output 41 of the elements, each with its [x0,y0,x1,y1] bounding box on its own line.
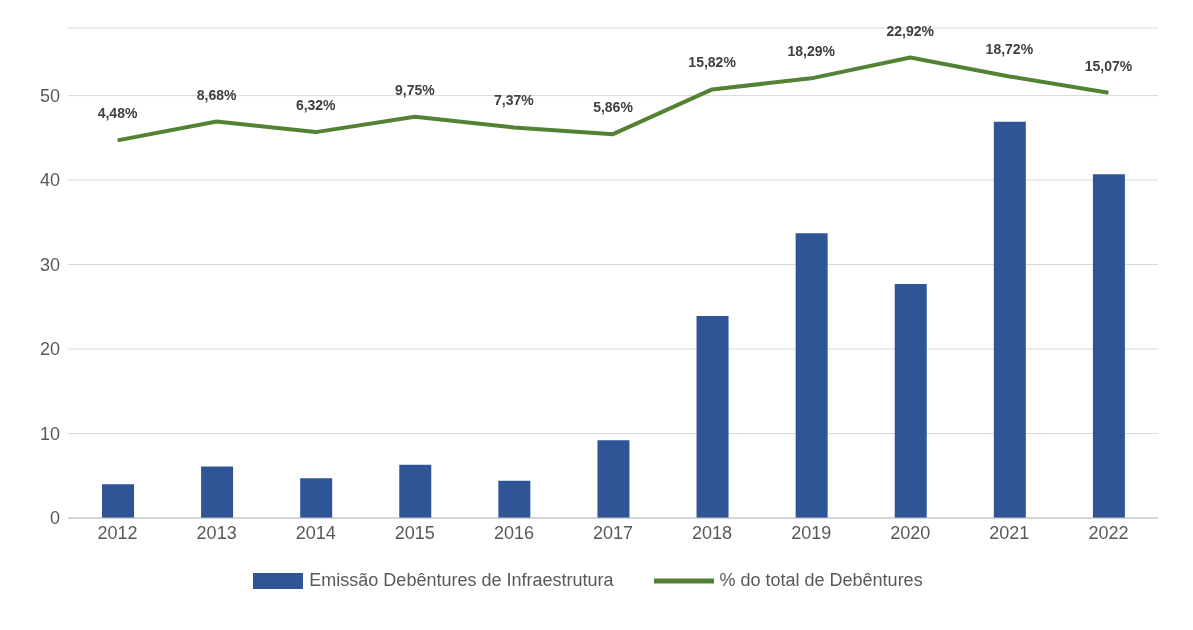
bar [201,466,234,518]
x-tick-label: 2012 [97,522,138,543]
bar [102,484,134,518]
legend-label: Emissão Debêntures de Infraestrutura [308,570,614,591]
data-label: 18,29% [787,43,836,60]
bar [894,283,927,518]
x-tick-label: 2018 [692,522,733,543]
x-tick-label: 2021 [989,522,1030,543]
data-label: 7,37% [494,92,535,109]
x-tick-label: 2020 [890,522,931,543]
x-tick-label: 2015 [394,522,435,543]
data-label: 15,82% [688,54,737,71]
y-tick-label: 40 [39,170,60,191]
bar [597,440,630,518]
x-tick-label: 2017 [592,522,634,543]
bar [795,233,828,518]
y-tick-label: 20 [39,339,60,360]
x-tick-label: 2016 [493,522,534,543]
data-label: 8,68% [196,86,238,103]
data-label: 4,48% [97,105,138,122]
x-tick-label: 2019 [791,522,832,543]
y-tick-label: 30 [39,254,60,275]
x-tick-label: 2022 [1088,522,1129,543]
bar [300,478,333,518]
bar [399,464,432,518]
data-label: 6,32% [295,97,337,114]
legend-label: % do total de Debêntures [718,570,923,591]
y-tick-label: 50 [39,85,60,106]
bar [696,316,729,518]
y-tick-label: 0 [49,508,60,529]
y-tick-label: 10 [39,423,60,444]
data-label: 22,92% [886,22,935,39]
x-tick-label: 2014 [295,522,336,543]
data-label: 18,72% [985,41,1034,58]
x-tick-label: 2013 [196,522,237,543]
bar [498,480,531,518]
data-label: 15,07% [1084,57,1133,74]
bar [993,121,1026,518]
data-label: 9,75% [394,81,436,98]
bar [1092,174,1125,518]
data-label: 5,86% [593,99,634,116]
